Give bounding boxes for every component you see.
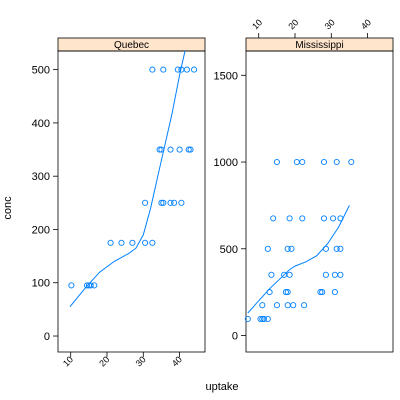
x-tick-label: 20 (286, 17, 300, 31)
data-point (333, 158, 340, 166)
y-tick-label: 500 (32, 65, 50, 77)
data-point (167, 199, 174, 206)
data-point (337, 271, 344, 278)
data-point (348, 158, 355, 166)
data-point (68, 282, 75, 289)
data-point (322, 245, 329, 252)
data-point (142, 199, 149, 206)
data-point (299, 158, 306, 166)
data-point (261, 315, 268, 323)
data-point (178, 199, 185, 206)
data-point (259, 302, 266, 309)
data-point (129, 239, 136, 246)
data-point (87, 282, 94, 289)
x-tick-label: 40 (170, 354, 184, 368)
data-point (174, 66, 181, 73)
data-point (257, 315, 264, 323)
y-tick-label: 1500 (214, 70, 238, 82)
data-point (171, 199, 178, 206)
data-point (160, 66, 167, 73)
data-point (290, 302, 297, 309)
smooth-line (247, 205, 350, 314)
data-point (273, 302, 280, 309)
data-point (107, 239, 114, 246)
data-point (320, 215, 328, 222)
data-point (266, 289, 273, 296)
x-tick-label: 20 (97, 354, 111, 368)
data-point (149, 239, 156, 246)
data-point (185, 146, 192, 153)
data-point (118, 239, 125, 246)
data-point (331, 289, 338, 296)
data-point (319, 289, 326, 296)
data-point (284, 289, 291, 296)
y-tick-label: 0 (232, 331, 238, 343)
x-tick-label: 30 (323, 17, 337, 31)
data-point (331, 271, 338, 278)
data-point (293, 158, 300, 166)
data-point (83, 282, 91, 289)
data-point (158, 146, 165, 153)
data-point (176, 146, 183, 153)
strip-label: Quebec (114, 40, 149, 51)
strip-label: Mississippi (295, 40, 343, 51)
data-point (288, 245, 295, 252)
y-tick-label: 100 (32, 278, 50, 290)
data-point (244, 315, 251, 323)
panel-frame-1 (245, 50, 394, 353)
data-point (160, 199, 167, 206)
data-point (330, 215, 337, 222)
y-tick-label: 200 (32, 224, 50, 236)
data-point (282, 289, 289, 296)
data-point (91, 282, 98, 289)
x-tick-label: 10 (250, 17, 264, 31)
y-tick-label: 0 (44, 331, 50, 343)
x-tick-label: 10 (61, 354, 75, 368)
x-tick-label: 40 (359, 17, 373, 31)
smooth-line (69, 50, 186, 308)
y-tick-label: 500 (220, 244, 238, 256)
data-point (337, 215, 344, 222)
data-point (149, 66, 156, 73)
data-point (270, 215, 277, 222)
y-axis-label: conc (2, 196, 14, 220)
data-point (167, 146, 174, 153)
data-point (286, 271, 293, 278)
y-tick-label: 400 (32, 118, 50, 130)
data-point (158, 199, 165, 206)
data-point (322, 271, 329, 278)
data-point (333, 245, 340, 252)
data-point (337, 245, 344, 252)
data-point (142, 239, 149, 246)
data-point (273, 158, 280, 166)
data-point (286, 215, 293, 222)
data-point (264, 245, 271, 252)
data-point (156, 146, 163, 153)
data-point (299, 215, 306, 222)
panel-frame-0 (57, 50, 206, 353)
x-tick-label: 30 (134, 354, 148, 368)
y-tick-label: 1000 (214, 157, 238, 169)
data-point (268, 271, 275, 278)
data-point (183, 66, 190, 73)
data-point (317, 289, 324, 296)
data-point (191, 66, 198, 73)
x-axis-label: uptake (205, 381, 238, 393)
data-point (284, 302, 291, 309)
data-point (320, 158, 328, 166)
data-point (264, 315, 271, 323)
data-point (187, 146, 194, 153)
data-point (284, 245, 291, 252)
y-tick-label: 300 (32, 171, 50, 183)
data-point (301, 302, 308, 309)
